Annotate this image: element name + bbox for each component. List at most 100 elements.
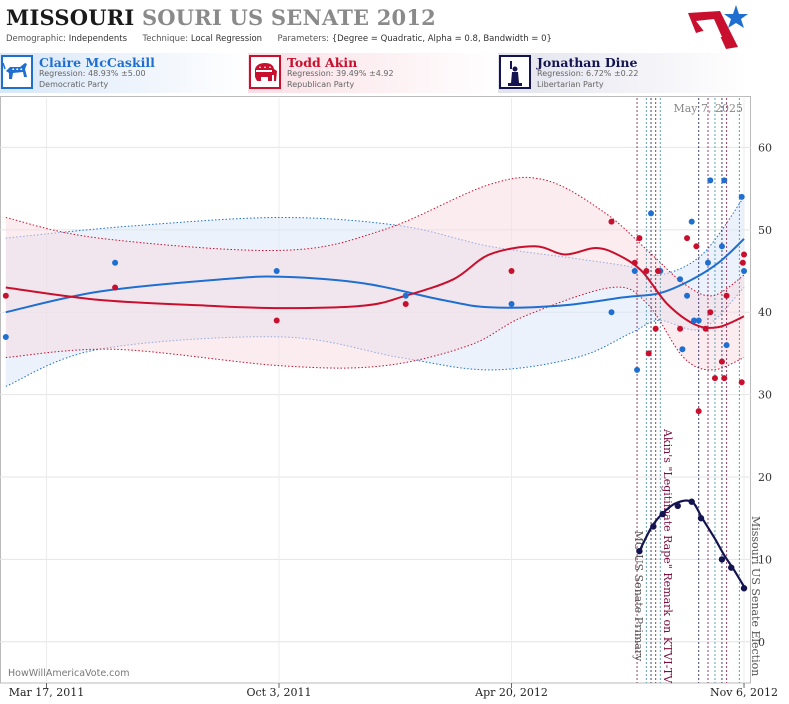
poll-point [684,235,691,242]
race-title: SOURI US SENATE 2012 [141,5,436,30]
poll-point [636,547,643,555]
candidate-regression: Regression: 6.72% ±0.22 [537,69,639,78]
poll-point [740,585,748,592]
poll-point [608,218,615,225]
poll-point [738,379,745,386]
poll-point [273,268,280,275]
elephant-icon [249,55,281,89]
trend-line [638,499,745,588]
poll-point [704,259,711,266]
technique-value: Local Regression [190,34,263,44]
poll-chart: MO US Senate Primary Akin's "Legitimate R… [0,96,778,699]
poll-point [648,210,655,217]
poll-point [631,268,638,275]
poll-point [112,259,119,266]
y-tick-label: 10 [758,553,772,566]
state-title: MISSOURI [6,5,135,30]
poll-point [608,309,615,316]
x-tick-label: Apr 20, 2012 [474,686,548,699]
poll-point [643,268,650,275]
y-tick-label: 20 [758,471,772,484]
poll-point [112,284,119,291]
poll-point [702,325,709,332]
poll-point [659,510,666,518]
liberty-icon [499,55,531,89]
poll-point [738,193,745,200]
poll-point [697,515,705,522]
poll-point [741,268,748,275]
candidate-card-mccaskill: Claire McCaskill Regression: 48.93% ±5.0… [0,53,248,93]
x-tick-label: Mar 17, 2011 [9,686,85,699]
poll-point [679,346,686,353]
poll-point [691,317,698,324]
poll-point [693,243,700,250]
confidence-band [5,177,745,370]
poll-point [654,268,661,275]
trend-lines [5,238,745,588]
poll-points [2,177,748,592]
chart-header: MISSOURI SOURI US SENATE 2012 Demographi… [0,0,789,52]
event-label: Akin's "Legitimate Rape" Remark on KTVI-… [661,428,674,684]
x-tick-label: Oct 3, 2011 [246,686,311,699]
axes: 0 10 20 30 40 50 60 Mar 17, 2011 Oct 3, 2011 Apr … [9,102,778,699]
site-logo [688,5,748,49]
poll-point [677,325,684,332]
candidate-name: Jonathan Dine [537,55,638,70]
parameters-label: Parameters: [277,34,329,44]
y-tick-label: 60 [758,141,772,154]
candidate-name: Claire McCaskill [39,55,155,70]
poll-point [728,564,735,571]
poll-point [650,523,657,530]
candidate-party: Libertarian Party [537,80,604,89]
poll-point [508,300,515,307]
confidence-bands [5,176,745,387]
candidate-party: Republican Party [287,80,355,89]
candidate-card-akin: Todd Akin Regression: 39.49% ±4.92 Repub… [248,53,498,93]
poll-point [677,276,684,283]
y-tick-label: 30 [758,389,772,402]
event-label: Missouri US Senate Election [749,516,762,676]
candidate-legend: Claire McCaskill Regression: 48.93% ±5.0… [0,53,789,93]
date-stamp: May 7, 2025 [673,102,743,115]
poll-point [674,502,681,510]
y-tick-label: 0 [758,636,765,649]
poll-point [707,177,714,184]
poll-point [741,251,748,258]
poll-point [739,259,746,266]
poll-point [652,325,659,332]
page-title: MISSOURI SOURI US SENATE 2012 [6,5,436,30]
candidate-name: Todd Akin [287,55,358,70]
poll-point [636,235,643,242]
trend-line [5,245,745,329]
poll-point [721,375,728,382]
poll-point [721,177,728,184]
demographic-value: Independents [68,34,128,44]
band-lower-bound [5,286,745,371]
parameters-value: {Degree = Quadratic, Alpha = 0.8, Bandwi… [331,34,552,44]
donkey-icon [1,55,33,89]
poll-point [718,556,726,563]
technique-label: Technique: [142,34,189,44]
candidate-card-dine: Jonathan Dine Regression: 6.72% ±0.22 Li… [498,53,749,93]
poll-point [723,292,730,299]
poll-point [711,375,718,382]
poll-point [634,366,641,373]
trend-line [5,238,745,314]
poll-point [688,498,695,505]
poll-point [695,408,702,415]
poll-point [631,259,638,266]
candidate-regression: Regression: 48.93% ±5.00 [39,69,146,78]
poll-point [508,268,515,275]
poll-point [707,309,714,316]
watermark: HowWillAmericaVote.com [8,668,130,679]
poll-point [273,317,280,324]
poll-point [718,243,725,250]
x-tick-label: Nov 6, 2012 [710,686,778,699]
y-tick-label: 50 [758,224,772,237]
chart-parameters: Demographic: Independents Technique: Loc… [6,34,552,44]
candidate-regression: Regression: 39.49% ±4.92 [287,69,394,78]
plot-frame [0,96,751,684]
candidate-party: Democratic Party [39,80,109,89]
y-tick-label: 40 [758,306,772,319]
poll-point [2,333,9,340]
